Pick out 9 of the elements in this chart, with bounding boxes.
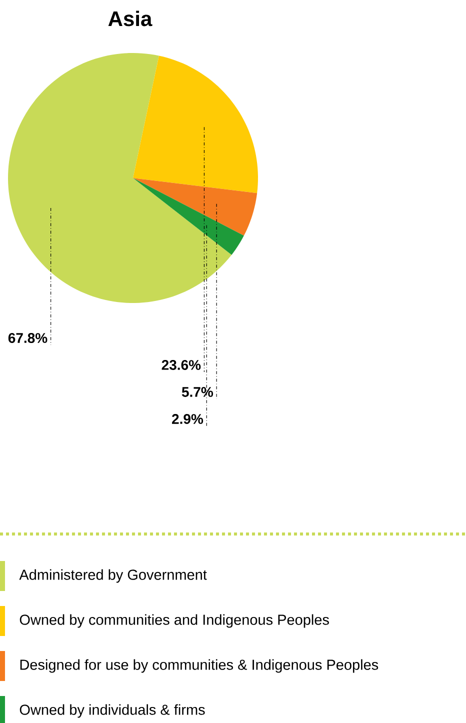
data-label: 5.7% bbox=[182, 387, 214, 397]
legend-label: Owned by communities and Indigenous Peoples bbox=[20, 614, 329, 628]
data-label: 67.8% bbox=[8, 333, 48, 343]
data-label: 2.9% bbox=[172, 414, 204, 424]
data-label: 23.6% bbox=[162, 360, 201, 370]
legend-label: Designed for use by communities & Indigenous Peoples bbox=[20, 659, 378, 673]
legend-label: Administered by Government bbox=[19, 569, 207, 583]
legend-label: Owned by individuals & firms bbox=[20, 704, 205, 718]
chart-title: Asia bbox=[108, 10, 152, 26]
